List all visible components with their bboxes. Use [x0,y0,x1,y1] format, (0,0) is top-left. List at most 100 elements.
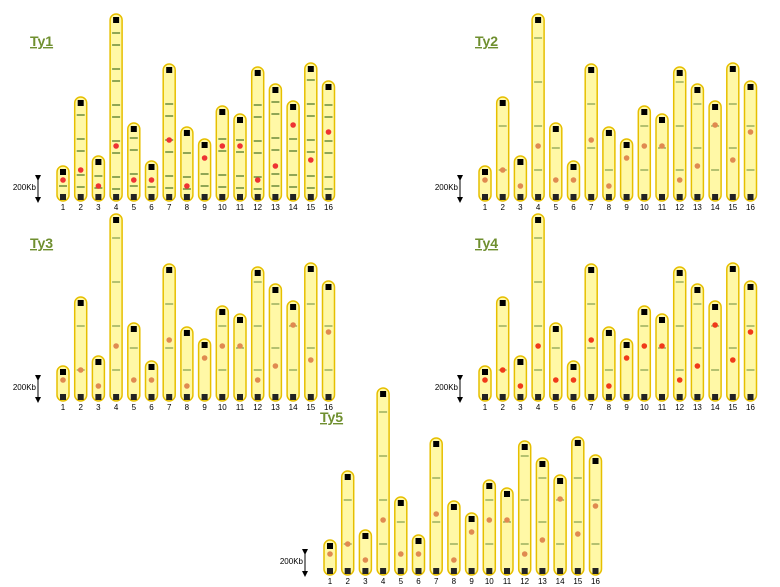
centromere [201,355,208,361]
telomere [552,194,559,200]
telomere [148,194,155,200]
centromere [712,122,718,128]
centromere [272,363,279,369]
centromere [254,377,261,383]
telomere [539,461,546,467]
telomere [588,194,595,200]
centromere [521,551,528,557]
telomere [694,287,701,293]
centromere [398,551,404,557]
centromere [499,167,506,173]
telomere [201,342,208,348]
telomere [166,267,173,273]
centromere [308,157,314,163]
centromere [184,183,190,189]
chromosome-label: 14 [556,577,565,586]
telomere [237,394,243,400]
chromosome-label: 2 [500,403,505,412]
chromosome-label: 4 [536,403,541,412]
telomere [570,164,577,170]
chromosome [602,326,616,402]
telomere [605,194,612,200]
chromosome [672,66,687,202]
centromere [325,129,332,135]
chromosome-label: 13 [271,203,280,212]
telomere [450,504,457,510]
chromosome [162,263,176,402]
chromosome [584,63,598,202]
centromere [747,129,754,135]
centromere [570,377,577,383]
telomere [450,568,457,574]
chromosome-label: 15 [728,203,737,212]
telomere [237,117,243,123]
chromosome [109,213,123,402]
chromosome-label: 9 [202,203,207,212]
chromosome-label: 8 [185,403,190,412]
chromosome-label: 9 [469,577,474,586]
centromere [290,322,296,328]
centromere [641,343,648,349]
chromosome-label: 3 [96,403,101,412]
chromosome [376,387,390,576]
chromosome-label: 5 [132,403,137,412]
chromosome-label: 16 [324,203,333,212]
chromosome [619,338,634,402]
chromosome-label: 6 [571,203,576,212]
centromere [694,163,701,169]
centromere [641,143,648,149]
chromosome-label: 10 [218,403,227,412]
chromosome-label: 6 [571,403,576,412]
centromere [308,357,314,363]
telomere [747,284,754,290]
chromosome [553,474,567,576]
telomere [659,394,665,400]
centromere [60,377,66,383]
centromere [659,343,665,349]
chromosome-label: 11 [658,203,667,212]
chromosome-label: 11 [236,403,245,412]
telomere [676,70,683,76]
centromere [588,137,594,143]
centromere [553,377,559,383]
telomere [307,394,314,400]
chromosome-label: 7 [167,203,172,212]
telomere [77,194,84,200]
chromosome-label: 14 [289,203,298,212]
centromere [588,337,594,343]
centromere [535,143,541,149]
telomere [272,194,279,200]
chromosome-label: 4 [114,403,119,412]
chromosome-label: 14 [289,403,298,412]
chromosome [73,296,88,402]
centromere [451,557,457,563]
chromosome [304,262,318,402]
chromosome-label: 13 [693,203,702,212]
chromosome [91,155,106,202]
telomere [676,194,683,200]
telomere [95,394,102,400]
telomere [521,568,528,574]
telomere [219,109,226,115]
telomere [605,130,612,136]
chromosome-label: 12 [253,403,262,412]
telomere [113,394,120,400]
chromosome-label: 13 [271,403,280,412]
centromere [290,122,296,128]
chromosome-label: 4 [381,577,386,586]
telomere [148,364,155,370]
chromosome [513,155,528,202]
telomere [747,394,754,400]
centromere [623,355,630,361]
telomere [201,194,208,200]
chromosome [250,66,265,202]
chromosome [233,113,247,202]
telomere [201,142,208,148]
chromosome [162,63,176,202]
chromosome-label: 1 [483,203,488,212]
telomere [694,87,701,93]
chromosome [358,529,373,576]
chromosome-label: 6 [416,577,421,586]
chromosome-label: 10 [485,577,494,586]
